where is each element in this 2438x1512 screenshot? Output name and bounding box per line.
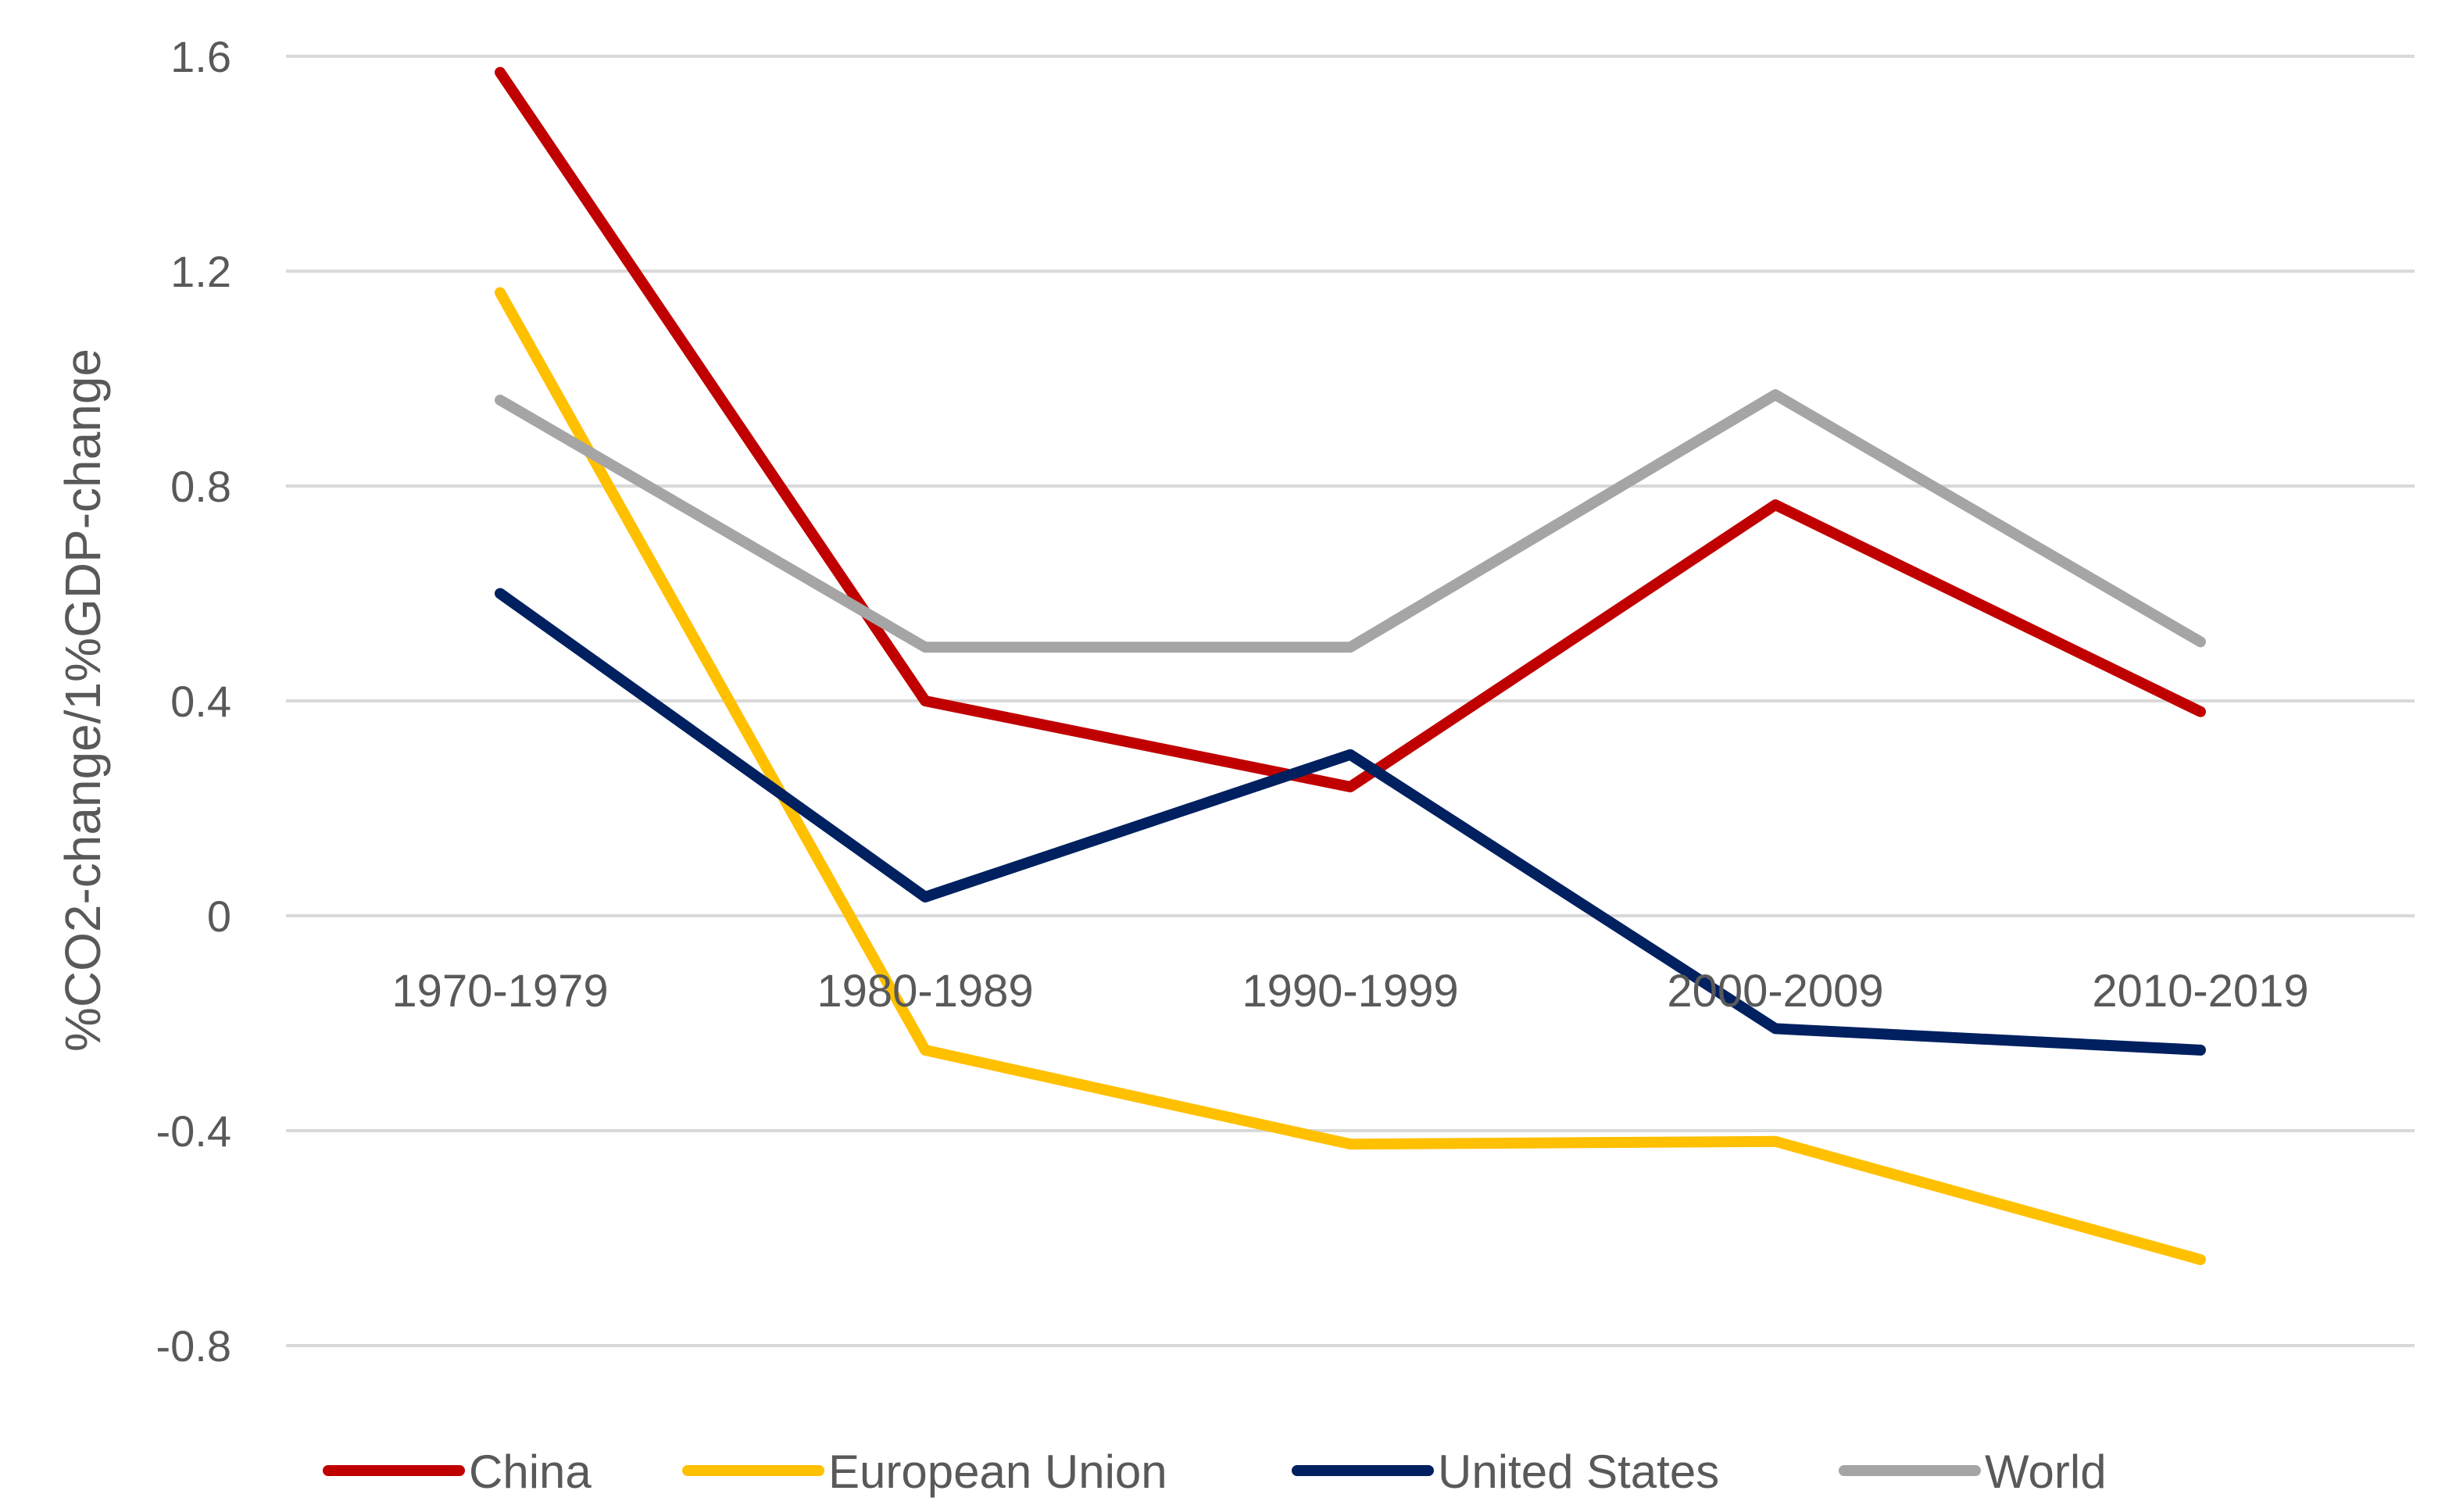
x-category-label: 2000-2009 xyxy=(1667,966,1883,1017)
y-tick-label: 0 xyxy=(207,892,231,941)
y-tick-label: -0.4 xyxy=(156,1106,232,1156)
series-line-china xyxy=(495,66,2206,792)
legend-label: China xyxy=(469,1446,592,1498)
y-tick-label: 1.2 xyxy=(170,247,231,296)
legend-label: United States xyxy=(1438,1446,1719,1498)
legend-label: World xyxy=(1985,1446,2107,1498)
y-axis-label: %CO2-change/1%GDP-change xyxy=(55,349,111,1052)
y-axis-ticks: 1.6 1.2 0.8 0.4 0 -0.4 -0.8 xyxy=(156,32,232,1371)
series-line-united-states xyxy=(495,588,2206,1056)
x-category-label: 1990-1999 xyxy=(1242,966,1458,1017)
legend-item: China xyxy=(323,1446,592,1498)
x-category-label: 1980-1989 xyxy=(817,966,1033,1017)
series-line-world xyxy=(495,389,2206,653)
legend: China European Union United States World xyxy=(323,1446,2107,1498)
y-tick-label: 0.4 xyxy=(170,677,231,726)
y-tick-label: 1.6 xyxy=(170,32,231,81)
legend-item: World xyxy=(1839,1446,2107,1498)
x-category-label: 1970-1979 xyxy=(391,966,608,1017)
x-category-label: 2010-2019 xyxy=(2092,966,2308,1017)
series-lines xyxy=(495,66,2206,1265)
legend-item: United States xyxy=(1292,1446,1719,1498)
y-tick-label: -0.8 xyxy=(156,1321,232,1371)
legend-item: European Union xyxy=(682,1446,1167,1498)
legend-label: European Union xyxy=(828,1446,1167,1498)
y-tick-label: 0.8 xyxy=(170,462,231,511)
gridlines xyxy=(286,55,2415,1347)
x-axis-categories: 1970-1979 1980-1989 1990-1999 2000-2009 2010… xyxy=(391,966,2308,1017)
